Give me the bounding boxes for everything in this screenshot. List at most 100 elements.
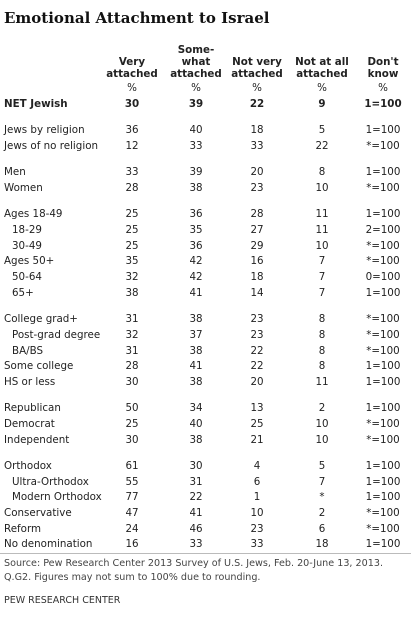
title: Emotional Attachment to Israel [4,9,270,27]
cell-value: 39 [189,166,203,179]
cell-value: 1=100 [365,124,401,137]
cell-value: 33 [250,140,264,152]
sub-row-label: Post-grad degree [12,328,101,341]
cell-value: 41 [189,360,203,373]
column-header: Some- [177,44,215,56]
cell-value: 46 [189,522,203,535]
cell-value: 1=100 [365,402,401,415]
cell-value: 8 [318,344,326,357]
cell-value: 11 [315,208,329,221]
cell-value: 24 [125,522,139,535]
cell-value: 41 [189,286,203,299]
cell-value: 29 [250,239,264,252]
sub-row-label: 30-49 [12,239,42,252]
cell-value: 6 [253,475,261,488]
cell-value: 22 [249,98,265,110]
row-label: Ages 50+ [4,255,55,268]
row-label: Reform [4,522,42,535]
sub-row-label: 65+ [12,286,34,299]
cell-value: 8 [318,328,326,341]
cell-value: *=100 [366,433,400,446]
cell-value: 10 [315,239,329,252]
cell-value: 16 [125,538,139,551]
cell-value: 22 [189,491,203,504]
cell-value: 23 [250,522,264,535]
sub-row-label: 50-64 [12,271,42,284]
row-label: Conservative [4,507,72,519]
cell-value: *=100 [366,344,400,357]
cell-value: 4 [253,459,261,472]
cell-value: 61 [125,459,139,472]
cell-value: 1=100 [365,375,401,388]
cell-value: 38 [125,286,139,299]
cell-value: 5 [318,124,326,137]
cell-value: 18 [250,124,264,137]
cell-value: 18 [250,271,264,284]
cell-value: 1=100 [365,491,401,504]
cell-value: 1 [253,491,261,504]
cell-value: 77 [125,491,139,504]
cell-value: 30 [189,459,203,472]
cell-value: 18 [315,538,329,551]
cell-value: 7 [318,286,326,299]
cell-value: 55 [125,475,139,488]
cell-value: 1=100 [365,459,401,472]
cell-value: * [319,491,325,504]
column-header: what [181,56,211,68]
cell-value: *=100 [366,328,400,341]
cell-value: 20 [250,166,264,179]
row-label: College grad+ [4,313,78,326]
cell-value: 41 [189,507,203,519]
sub-row-label: 18-29 [12,224,42,236]
cell-value: 35 [189,224,203,236]
cell-value: 1=100 [364,98,402,110]
cell-value: 2 [318,507,326,519]
cell-value: *=100 [366,140,400,152]
cell-value: 33 [189,538,203,551]
footer: PEW RESEARCH CENTER [4,595,121,606]
cell-value: 33 [125,166,139,179]
row-label: Republican [4,402,61,415]
cell-value: 32 [125,328,139,341]
cell-value: 20 [250,375,264,388]
sub-row-label: Modern Orthodox [12,491,102,504]
cell-value: 37 [189,328,203,341]
cell-value: 23 [250,182,264,194]
cell-value: 40 [189,417,203,430]
unit-label: % [378,82,388,94]
row-label: HS or less [4,375,56,388]
cell-value: 28 [125,360,139,373]
cell-value: 1=100 [365,360,401,373]
cell-value: 1=100 [365,166,401,179]
column-header: Very [118,56,146,68]
cell-value: 38 [189,433,203,446]
row-label: Men [4,166,26,179]
cell-value: 25 [250,417,264,430]
cell-value: 7 [318,271,326,284]
cell-value: *=100 [366,182,400,194]
cell-value: 30 [125,433,139,446]
cell-value: 34 [189,402,203,415]
cell-value: 21 [250,433,264,446]
cell-value: 11 [315,375,329,388]
cell-value: 40 [189,124,203,137]
cell-value: *=100 [366,313,400,326]
cell-value: 8 [318,313,326,326]
sub-row-label: BA/BS [12,344,43,357]
cell-value: 33 [250,538,264,551]
row-label: Women [4,182,43,194]
column-header: know [367,68,399,80]
cell-value: 25 [125,208,139,221]
cell-value: 12 [125,140,139,152]
cell-value: 38 [189,182,203,194]
cell-value: 7 [318,255,326,268]
cell-value: 42 [189,271,203,284]
cell-value: 30 [125,375,139,388]
cell-value: 5 [318,459,326,472]
cell-value: 31 [189,475,203,488]
cell-value: 27 [250,224,264,236]
row-label: Democrat [4,417,55,430]
column-header: Not at all [295,56,349,68]
row-label: Jews by religion [4,124,85,137]
cell-value: 16 [250,255,264,268]
